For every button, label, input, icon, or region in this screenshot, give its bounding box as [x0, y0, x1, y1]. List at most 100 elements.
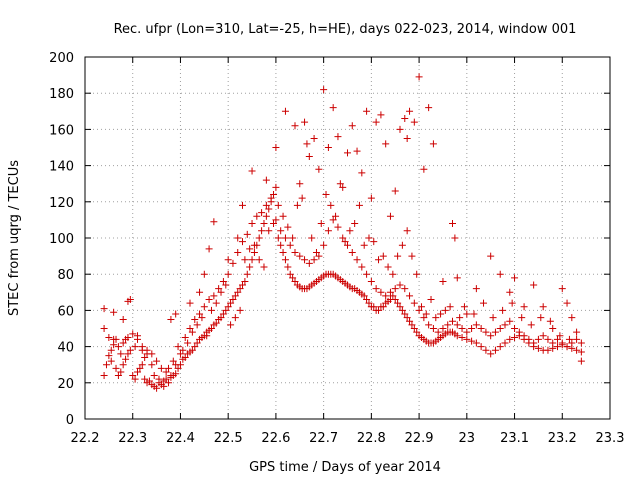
data-point: [429, 325, 437, 332]
data-point: [391, 285, 399, 293]
data-point: [207, 325, 215, 332]
data-point: [210, 292, 218, 300]
data-point: [141, 353, 149, 361]
data-point: [236, 285, 244, 293]
data-point: [377, 288, 385, 296]
data-point: [239, 238, 246, 246]
data-point: [353, 256, 361, 264]
x-tick-label: 23.1: [500, 431, 529, 446]
chart-title: Rec. ufpr (Lon=310, Lat=-25, h=HE), days…: [114, 22, 577, 37]
data-point: [248, 256, 256, 264]
data-point: [367, 277, 375, 285]
y-axis-label: STEC from uqrg / TECUs: [7, 160, 22, 316]
data-point: [487, 252, 495, 260]
data-point: [148, 361, 156, 369]
data-point: [305, 259, 313, 267]
data-point: [372, 285, 380, 293]
data-point: [286, 241, 294, 249]
data-point: [544, 346, 552, 354]
data-point: [401, 310, 409, 318]
data-point: [358, 263, 366, 271]
data-point: [265, 205, 273, 213]
data-point: [324, 227, 332, 235]
data-point: [410, 118, 418, 126]
data-point: [417, 303, 425, 311]
data-point: [477, 343, 485, 351]
data-point: [172, 361, 180, 369]
data-point: [184, 339, 192, 347]
x-tick-label: 22.6: [261, 431, 290, 446]
data-point: [296, 252, 304, 260]
data-point: [281, 256, 289, 264]
data-point: [491, 346, 499, 354]
data-point: [398, 306, 406, 314]
data-point: [398, 241, 406, 249]
data-point: [107, 346, 115, 354]
data-point: [229, 296, 237, 304]
data-point: [198, 314, 206, 322]
data-point: [320, 241, 328, 249]
data-point: [339, 183, 347, 191]
data-point: [520, 332, 528, 340]
data-point: [353, 147, 361, 155]
data-point: [451, 234, 459, 242]
data-point: [258, 209, 266, 217]
data-point: [511, 274, 519, 282]
data-point: [277, 227, 285, 235]
data-point: [234, 248, 242, 256]
data-point: [246, 245, 254, 253]
data-point: [286, 270, 294, 278]
data-point: [227, 321, 235, 329]
data-point: [577, 339, 585, 347]
data-point: [219, 310, 227, 318]
data-point: [102, 361, 110, 369]
data-point: [365, 234, 373, 242]
data-point: [191, 315, 199, 323]
data-point: [160, 382, 168, 390]
y-tick-label: 100: [49, 232, 74, 247]
data-point: [508, 299, 516, 307]
data-point: [181, 353, 189, 361]
data-point: [437, 310, 445, 318]
data-point: [386, 288, 394, 296]
data-point: [434, 328, 442, 336]
data-point: [355, 201, 363, 209]
data-point: [293, 201, 301, 209]
data-point: [420, 165, 428, 173]
data-point: [413, 270, 421, 278]
data-point: [188, 328, 196, 336]
data-point: [100, 372, 108, 380]
data-point: [138, 346, 146, 354]
data-point: [360, 241, 368, 249]
data-point: [327, 201, 335, 209]
data-point: [305, 153, 313, 161]
data-point: [320, 86, 328, 94]
data-point: [336, 180, 344, 188]
data-point: [389, 292, 397, 300]
data-point: [386, 212, 394, 220]
data-point: [394, 299, 402, 307]
data-point: [272, 183, 280, 191]
data-point: [281, 107, 289, 115]
data-point: [441, 306, 449, 314]
data-point: [250, 248, 258, 256]
data-point: [511, 334, 519, 342]
data-point: [429, 140, 437, 148]
data-point: [107, 357, 115, 365]
data-point: [162, 368, 170, 376]
data-point: [351, 220, 359, 228]
data-point: [255, 234, 263, 242]
data-point: [239, 201, 246, 209]
y-tick-label: 120: [49, 196, 74, 211]
data-point: [277, 241, 285, 249]
data-point: [222, 306, 230, 314]
data-point: [248, 220, 256, 228]
data-point: [303, 140, 311, 148]
data-point: [215, 285, 223, 293]
data-point: [396, 303, 404, 311]
x-tick-label: 23: [459, 431, 476, 446]
x-tick-label: 22.4: [166, 431, 195, 446]
data-point: [539, 332, 547, 340]
data-point: [365, 299, 373, 307]
data-point: [179, 346, 187, 354]
